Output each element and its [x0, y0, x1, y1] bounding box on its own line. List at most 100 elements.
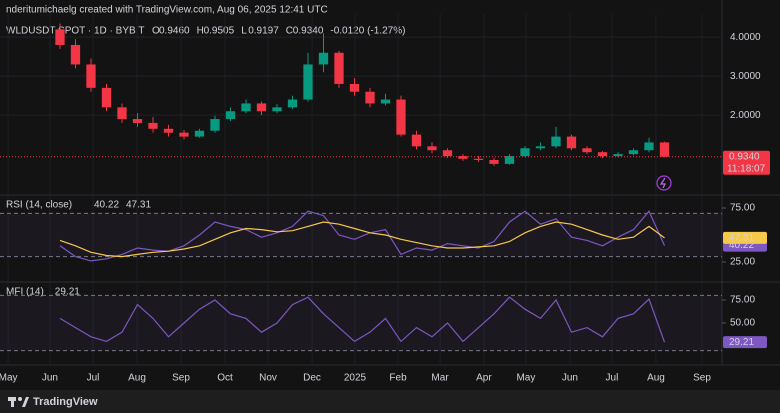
- x-tick-label: Oct: [217, 373, 233, 384]
- legend-value: 40.22: [94, 200, 119, 211]
- x-tick-label: Sep: [693, 373, 711, 384]
- candle-body: [582, 148, 592, 153]
- candle-body: [287, 99, 298, 108]
- legend-key: C: [286, 26, 293, 37]
- legend-key: O: [152, 26, 160, 37]
- candle-body: [489, 159, 499, 164]
- candle-body: [210, 119, 220, 131]
- indicator-title: MFI (14): [6, 287, 44, 298]
- candle-body: [411, 134, 422, 147]
- candle-body: [272, 107, 282, 112]
- tv-logo: [8, 397, 29, 407]
- candle-body: [349, 83, 360, 92]
- x-tick-label: Jun: [42, 373, 58, 384]
- y-tick-label: 75.00: [730, 295, 755, 306]
- candle-body: [504, 156, 515, 164]
- indicator-title: RSI (14, close): [6, 200, 72, 211]
- candle-body: [86, 64, 96, 88]
- last-price-box: [723, 150, 770, 175]
- candle-body: [365, 91, 375, 104]
- candle-body: [644, 142, 654, 151]
- legend-value: 47.31: [126, 200, 151, 211]
- value-label: 40.22: [729, 240, 754, 251]
- value-box: [723, 231, 767, 244]
- last-price-label: 0.9340: [729, 151, 760, 162]
- candle-body: [551, 136, 561, 147]
- band-fill: [0, 213, 722, 257]
- header: nderitumichaelg created with TradingView…: [6, 5, 328, 16]
- candle-body: [70, 44, 81, 65]
- candle-body: [303, 64, 313, 100]
- logo-shape: [11, 397, 14, 407]
- value-box: [723, 336, 767, 349]
- y-tick-label: 50.00: [730, 318, 755, 329]
- candle-body: [566, 136, 577, 149]
- x-tick-label: Jul: [606, 373, 619, 384]
- candle-body: [535, 146, 546, 149]
- candle-body: [473, 158, 484, 160]
- candle-body: [334, 52, 344, 84]
- x-tick-label: Apr: [476, 373, 492, 384]
- value-label: 47.31: [729, 233, 754, 244]
- footer-brand: TradingView: [33, 396, 98, 408]
- value-label: 29.21: [729, 337, 754, 348]
- legend-value: 29.21: [55, 287, 80, 298]
- legend-value: 0.9197: [248, 26, 279, 37]
- x-tick-label: Aug: [647, 373, 665, 384]
- candle-body: [132, 119, 143, 123]
- legend-key: H: [197, 26, 204, 37]
- candle-body: [597, 152, 608, 157]
- candle-body: [101, 87, 112, 108]
- candle-body: [613, 154, 623, 157]
- x-tick-label: Nov: [259, 373, 277, 384]
- alert-icon-bolt: [659, 177, 666, 189]
- candle-body: [396, 99, 406, 135]
- candle-body: [659, 142, 670, 157]
- candle-body: [427, 146, 437, 151]
- candle-body: [148, 122, 158, 129]
- legend-value: 0.9505: [204, 26, 235, 37]
- candle-body: [628, 150, 639, 155]
- indicator-line: [59, 210, 666, 262]
- band-fill: [0, 295, 722, 351]
- indicator-line: [59, 296, 666, 343]
- x-tick-label: Jun: [562, 373, 578, 384]
- legend-change: -0.0120 (-1.27%): [330, 26, 405, 37]
- x-tick-label: May: [0, 373, 18, 384]
- candle-body: [380, 99, 391, 104]
- y-tick-label: 2.0000: [730, 110, 761, 121]
- x-tick-label: Aug: [128, 373, 146, 384]
- logo-shape: [18, 397, 22, 401]
- legend-symbol: WLDUSDT SPOT · 1D · BYBIT: [6, 26, 145, 37]
- y-tick-label: 4.0000: [730, 32, 761, 43]
- candle-body: [194, 130, 205, 137]
- x-tick-label: 2025: [344, 373, 367, 384]
- legend-value: 0.9460: [159, 26, 190, 37]
- candle-body: [163, 128, 174, 133]
- candle-body: [241, 103, 251, 112]
- footer-bar: [0, 390, 780, 413]
- candle-body: [117, 107, 127, 120]
- countdown-label: 11:18:07: [727, 163, 766, 174]
- candle-body: [225, 111, 236, 120]
- candle-body: [179, 132, 189, 137]
- alert-icon[interactable]: [656, 175, 672, 191]
- x-tick-label: Dec: [303, 373, 321, 384]
- candle-body: [256, 103, 267, 112]
- x-tick-label: Mar: [431, 373, 449, 384]
- x-tick-label: Jul: [87, 373, 100, 384]
- candle-body: [458, 156, 468, 159]
- legend-value: 0.9340: [293, 26, 324, 37]
- indicator-line: [59, 221, 665, 258]
- y-tick-label: 75.00: [730, 203, 755, 214]
- candle-body: [318, 52, 329, 65]
- candle-body: [55, 29, 65, 45]
- candle-body: [520, 148, 530, 157]
- logo-shape: [22, 397, 29, 407]
- x-tick-label: May: [516, 373, 535, 384]
- legend-key: L: [241, 26, 247, 37]
- candle-body: [442, 150, 453, 157]
- x-tick-label: Sep: [172, 373, 190, 384]
